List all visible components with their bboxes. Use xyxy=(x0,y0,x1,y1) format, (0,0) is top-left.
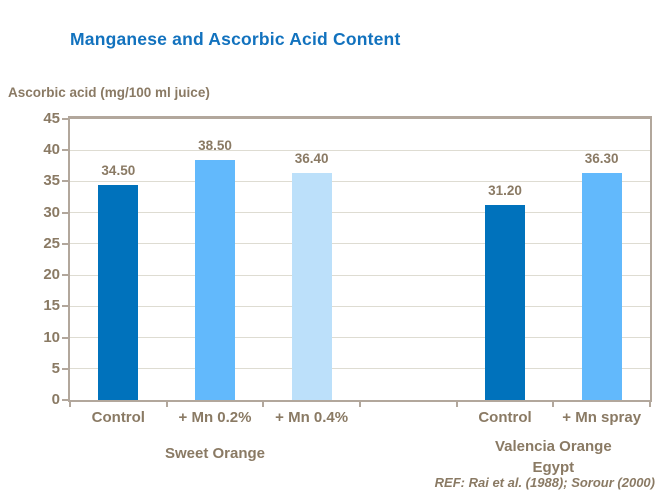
y-axis-tick xyxy=(62,242,68,245)
y-tick-label: 10 xyxy=(43,328,60,346)
y-axis-tick xyxy=(62,274,68,277)
x-category-label: + Mn spray xyxy=(562,409,642,426)
x-axis-tick xyxy=(165,402,168,407)
reference-note: REF: Rai et al. (1988); Sorour (2000) xyxy=(434,475,655,490)
y-axis-tick xyxy=(62,180,68,183)
y-tick-label: 15 xyxy=(43,297,60,315)
y-tick-label: 30 xyxy=(43,203,60,221)
y-tick-label: 20 xyxy=(43,266,60,284)
gridline xyxy=(70,337,650,339)
chart-title: Manganese and Ascorbic Acid Content xyxy=(70,29,401,49)
y-tick-label: 35 xyxy=(43,172,60,190)
x-axis-tick xyxy=(262,402,265,407)
x-category-label: + Mn 0.2% xyxy=(178,409,252,426)
bar-value-label: 36.40 xyxy=(294,150,329,166)
gridline xyxy=(70,243,650,245)
bar-value-label: 38.50 xyxy=(198,137,232,153)
y-axis-tick xyxy=(62,305,68,308)
gridline xyxy=(70,274,650,276)
y-tick-label: 40 xyxy=(43,141,60,159)
group-label: Sweet Orange xyxy=(164,445,266,462)
gridline xyxy=(70,212,650,214)
gridline xyxy=(70,180,650,182)
bar-value-label: 31.20 xyxy=(488,183,522,199)
x-axis-tick xyxy=(649,402,651,407)
x-axis-tick xyxy=(69,402,71,407)
bar-value-label: 34.50 xyxy=(101,162,136,178)
bar xyxy=(291,172,332,400)
y-axis-tick xyxy=(62,399,68,401)
x-axis-tick xyxy=(359,402,361,407)
gridline xyxy=(70,305,650,307)
group-label: Valencia Orange Egypt xyxy=(494,438,612,476)
gridline xyxy=(70,368,650,370)
x-category-label: Control xyxy=(91,409,145,426)
y-axis-tick xyxy=(62,336,68,339)
bar xyxy=(581,173,622,400)
y-tick-label: 25 xyxy=(43,234,60,252)
y-axis-tick xyxy=(62,211,68,214)
y-tick-label: 45 xyxy=(43,110,60,127)
x-category-label: Control xyxy=(478,409,532,426)
y-axis-tick xyxy=(62,367,68,370)
bar-value-label: 36.30 xyxy=(584,151,619,167)
plot-area xyxy=(68,116,652,402)
y-tick-label: 0 xyxy=(51,391,60,408)
y-axis-tick xyxy=(62,118,68,120)
y-axis-tick xyxy=(62,149,68,152)
y-tick-label: 5 xyxy=(51,359,60,377)
bar xyxy=(98,184,139,400)
x-category-label: + Mn 0.4% xyxy=(275,409,349,426)
x-axis-tick xyxy=(552,402,555,407)
bar xyxy=(485,205,525,400)
x-axis-tick xyxy=(455,402,458,407)
y-axis-title: Ascorbic acid (mg/100 ml juice) xyxy=(8,85,210,100)
bar xyxy=(195,159,235,400)
gridline xyxy=(70,149,650,151)
